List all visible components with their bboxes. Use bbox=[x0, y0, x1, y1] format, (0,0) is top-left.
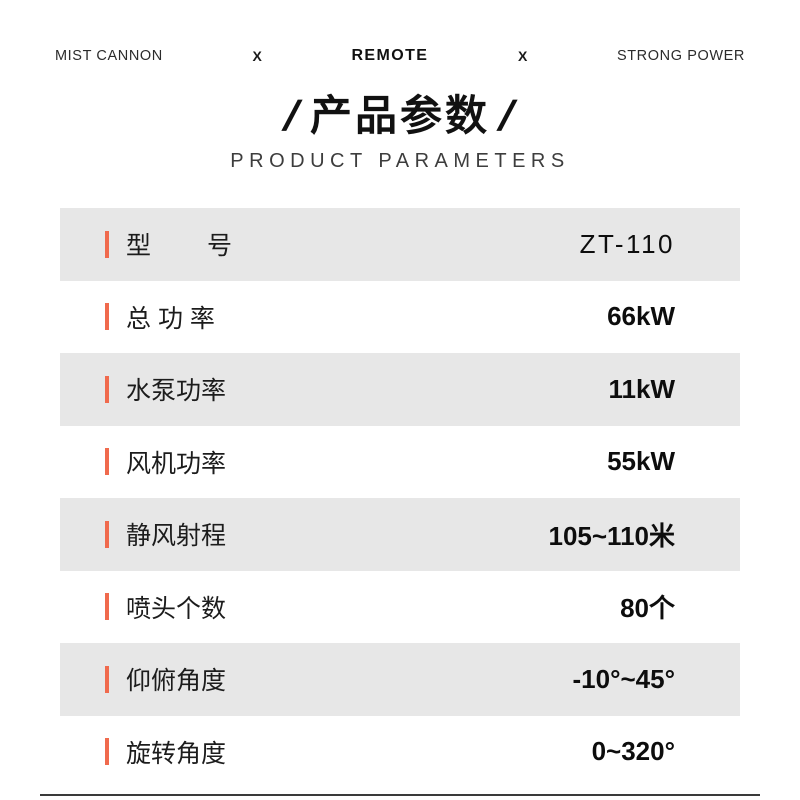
spec-label: 仰俯角度 bbox=[126, 667, 227, 696]
spec-value: 11kW bbox=[608, 373, 676, 404]
table-row: 水泵功率 11kW bbox=[60, 353, 740, 426]
table-row: 总 功 率 66kW bbox=[60, 280, 740, 353]
keyword-separator-left: X bbox=[252, 48, 262, 64]
accent-bar-icon bbox=[105, 230, 109, 258]
accent-bar-icon bbox=[105, 375, 109, 403]
spec-value: 0~320° bbox=[591, 736, 675, 767]
keyword-separator-right: X bbox=[517, 48, 528, 64]
table-row: 型号 ZT-110 bbox=[60, 208, 740, 281]
spec-label: 型号 bbox=[126, 226, 232, 262]
accent-bar-icon bbox=[105, 593, 109, 621]
table-row: 风机功率 55kW bbox=[60, 425, 740, 498]
keyword-mist-cannon: MIST CANNON bbox=[55, 48, 163, 64]
spec-value: -10°~45° bbox=[572, 663, 675, 694]
keyword-strong-power: STRONG POWER bbox=[616, 48, 745, 64]
accent-bar-icon bbox=[105, 665, 109, 693]
accent-bar-icon bbox=[105, 303, 109, 331]
page-title: / 产品参数 / bbox=[0, 92, 800, 140]
title-slash-left: / bbox=[282, 92, 304, 139]
page-title-block: / 产品参数 / PRODUCT PARAMETERS bbox=[0, 92, 800, 173]
spec-value: 80个 bbox=[620, 593, 675, 624]
accent-bar-icon bbox=[105, 448, 109, 476]
spec-label: 喷头个数 bbox=[126, 594, 227, 623]
spec-label-char-1: 型 bbox=[126, 232, 152, 261]
page-title-text: 产品参数 bbox=[309, 92, 490, 139]
spec-table: 型号 ZT-110 总 功 率 66kW 水泵功率 11kW 风机功率 55kW… bbox=[60, 208, 740, 788]
table-row: 喷头个数 80个 bbox=[60, 570, 740, 643]
bottom-divider bbox=[40, 794, 760, 796]
title-slash-right: / bbox=[496, 92, 519, 139]
spec-label: 静风射程 bbox=[126, 522, 227, 551]
accent-bar-icon bbox=[105, 738, 109, 766]
spec-label: 总 功 率 bbox=[126, 304, 215, 333]
spec-value: 105~110米 bbox=[548, 520, 675, 551]
spec-label: 风机功率 bbox=[126, 449, 227, 478]
spec-label: 旋转角度 bbox=[126, 739, 227, 768]
accent-bar-icon bbox=[105, 520, 109, 548]
table-row: 静风射程 105~110米 bbox=[60, 498, 740, 571]
keyword-strip: MIST CANNON X REMOTE X STRONG POWER bbox=[55, 44, 745, 68]
table-row: 旋转角度 0~320° bbox=[60, 715, 740, 788]
keyword-remote: REMOTE bbox=[351, 47, 429, 64]
page-subtitle: PRODUCT PARAMETERS bbox=[230, 150, 570, 173]
spec-value: ZT-110 bbox=[579, 228, 675, 259]
spec-value: 66kW bbox=[607, 301, 675, 332]
spec-label: 水泵功率 bbox=[126, 377, 227, 406]
table-row: 仰俯角度 -10°~45° bbox=[60, 643, 740, 716]
spec-label-char-2: 号 bbox=[207, 232, 233, 261]
spec-value: 55kW bbox=[607, 446, 675, 477]
